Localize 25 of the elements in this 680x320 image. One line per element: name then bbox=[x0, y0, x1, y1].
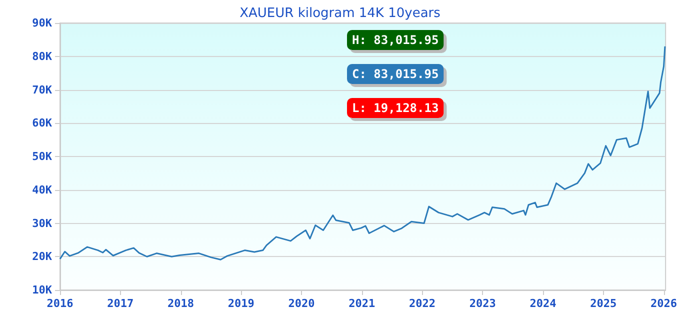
y-tick-label: 50K bbox=[32, 150, 52, 163]
annotation: H: 83,015.95 bbox=[352, 33, 439, 47]
y-tick-label: 70K bbox=[32, 83, 52, 96]
y-tick-label: 80K bbox=[32, 50, 52, 63]
x-tick-label: 2019 bbox=[228, 297, 254, 310]
annotation: C: 83,015.95 bbox=[352, 67, 439, 81]
chart-title: XAUEUR kilogram 14K 10years bbox=[240, 6, 441, 21]
line-series bbox=[59, 46, 666, 260]
y-tick-label: 90K bbox=[32, 16, 52, 30]
y-tick-label: 20K bbox=[32, 250, 52, 264]
x-tick-label: 2016 bbox=[46, 297, 74, 310]
x-tick-label: 2017 bbox=[107, 297, 134, 310]
y-tick-label: 40K bbox=[32, 183, 52, 196]
x-tick-label: 2018 bbox=[168, 297, 194, 310]
y-tick-label: 10K bbox=[32, 284, 52, 296]
x-tick-label: 2022 bbox=[409, 297, 436, 310]
x-tick-label: 2025 bbox=[590, 297, 617, 310]
x-tick-label: 2026 bbox=[650, 297, 678, 310]
x-tick-label: 2020 bbox=[288, 297, 315, 310]
x-tick-label: 2024 bbox=[530, 297, 557, 310]
x-tick-label: 2023 bbox=[469, 297, 496, 310]
y-tick-label: 30K bbox=[32, 216, 52, 230]
x-tick-label: 2021 bbox=[348, 297, 376, 310]
annotation: L: 19,128.13 bbox=[352, 101, 439, 115]
y-tick-label: 60K bbox=[32, 116, 52, 130]
